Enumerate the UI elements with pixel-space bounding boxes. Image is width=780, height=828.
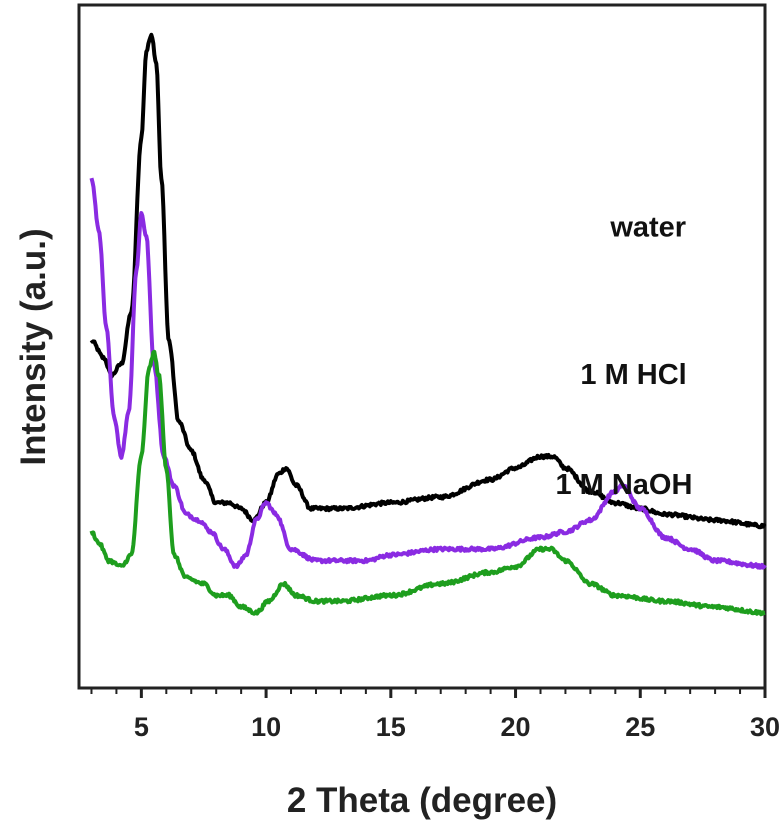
series-labels: water 1 M HCl 1 M NaOH [555,212,692,502]
x-tick-label-30: 30 [750,712,780,742]
series-line-1-m-naoh [89,349,766,617]
series-line-water [89,32,767,530]
x-tick-label-5: 5 [134,712,149,742]
x-axis-ticks: 5 10 15 20 25 30 [90,688,780,742]
x-tick-label-20: 20 [501,712,531,742]
x-axis-title: 2 Theta (degree) [287,781,557,820]
series-layer [89,32,767,617]
series-label-water: water [609,212,686,244]
plot-frame [77,3,767,690]
x-tick-label-10: 10 [251,712,281,742]
x-tick-label-15: 15 [376,712,406,742]
series-label-1-m-hcl: 1 M HCl [580,359,686,391]
series-label-1-m-naoh: 1 M NaOH [555,469,692,501]
y-axis-title: Intensity (a.u.) [14,228,53,465]
series-line-1-m-hcl [89,177,767,570]
x-tick-label-25: 25 [625,712,655,742]
